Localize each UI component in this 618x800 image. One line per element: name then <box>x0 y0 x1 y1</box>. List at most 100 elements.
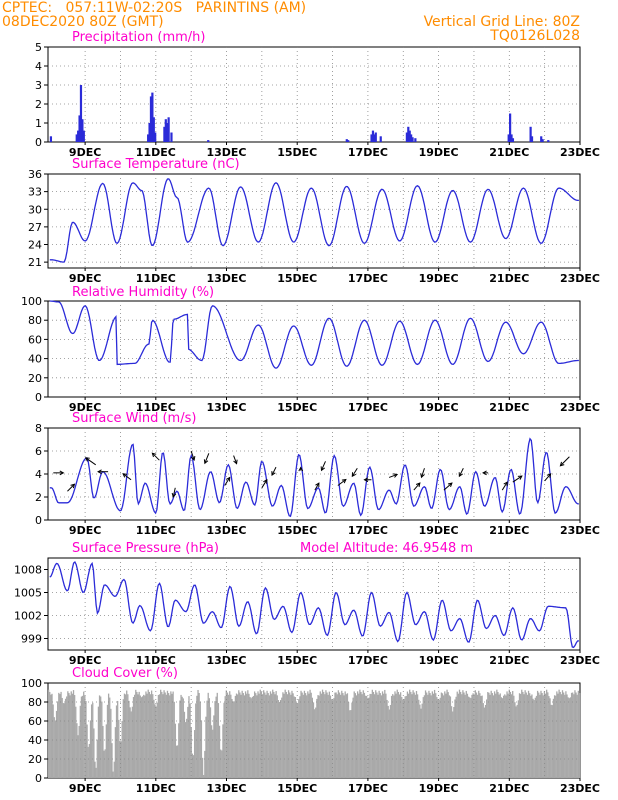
y-tick-label: 27 <box>28 221 42 234</box>
cloud-cover-bar <box>155 706 157 778</box>
cloud-cover-bar <box>476 694 479 778</box>
cloud-cover-bar <box>270 693 273 778</box>
x-tick-label: 23DEC <box>560 272 600 285</box>
cloud-cover-bar <box>143 694 145 778</box>
cloud-cover-bar <box>427 694 429 778</box>
cloud-cover-bar <box>422 697 424 778</box>
cloud-cover-bar <box>565 691 567 778</box>
cloud-cover-bar <box>135 689 137 778</box>
cloud-cover-bar <box>495 693 497 778</box>
x-tick-label: 21DEC <box>489 654 529 667</box>
cloud-cover-bar <box>120 741 122 778</box>
wind-arrow <box>67 483 75 492</box>
cloud-cover-bar <box>88 743 91 778</box>
cloud-cover-bar <box>375 690 377 778</box>
cloud-cover-bar <box>532 698 534 778</box>
cloud-cover-bar <box>435 693 437 778</box>
cloud-cover-bar <box>103 750 105 778</box>
cloud-cover-bar <box>509 691 512 778</box>
cloud-cover-bar <box>222 724 224 778</box>
cloud-cover-bar <box>50 694 52 778</box>
cloud-cover-bar <box>214 701 216 778</box>
cloud-cover-bar <box>371 689 373 778</box>
cloud-cover-bar <box>68 693 70 778</box>
cloud-cover-bar <box>359 689 361 778</box>
cloud-cover-bar <box>415 690 418 778</box>
cloud-cover-bar <box>205 716 207 778</box>
x-tick-label: 17DEC <box>348 654 388 667</box>
cloud-cover-bar <box>93 728 95 778</box>
precipitation-bar <box>345 139 348 142</box>
cloud-cover-bar <box>207 692 209 778</box>
cloud-cover-bar <box>106 704 109 778</box>
cloud-cover-bar <box>267 693 269 778</box>
cloud-cover-bar <box>557 693 559 778</box>
cloud-cover-bar <box>346 693 349 778</box>
cloud-cover-bar <box>496 689 498 778</box>
wind-arrow-head <box>517 475 523 480</box>
cloud-cover-bar <box>236 694 239 778</box>
cloud-cover-bar <box>455 696 457 778</box>
cloud-cover-bar <box>54 720 57 778</box>
cloud-cover-bar <box>128 700 130 778</box>
y-tick-label: 0 <box>35 514 42 527</box>
x-tick-label: 9DEC <box>69 272 101 285</box>
cloud-cover-bar <box>457 693 460 778</box>
x-tick-label: 11DEC <box>136 146 176 159</box>
cloud-cover-bar <box>370 694 372 778</box>
precipitation-bar <box>511 138 515 142</box>
precipitation-bar <box>408 130 411 142</box>
y-tick-label: 5 <box>35 41 42 54</box>
cloud-cover-bar <box>559 691 561 778</box>
cloud-cover-bar <box>529 693 531 778</box>
cloud-cover-bar <box>574 690 576 778</box>
wind-arrow <box>321 461 326 471</box>
wind-arrow <box>314 482 320 491</box>
cloud-cover-bar <box>66 696 68 778</box>
wind-arrow-head <box>341 478 347 484</box>
cloud-cover-bar <box>316 698 318 778</box>
x-tick-label: 21DEC <box>489 401 529 414</box>
cloud-cover-bar <box>231 698 233 778</box>
precipitation-bar <box>510 134 513 142</box>
cloud-cover-bar <box>436 697 438 778</box>
cloud-cover-bar <box>384 689 386 778</box>
cloud-cover-bar <box>350 710 352 778</box>
panel-frame-3 <box>47 300 581 398</box>
cloud-cover-bar <box>474 690 476 778</box>
cloud-cover-bar <box>243 695 246 778</box>
cloud-cover-bar <box>285 691 287 778</box>
cloud-cover-bar <box>484 704 487 778</box>
cloud-cover-bar <box>466 693 469 778</box>
cloud-cover-bar <box>533 700 535 778</box>
cloud-cover-bar <box>282 692 284 778</box>
wind-arrow-head <box>351 472 357 478</box>
precipitation-bar <box>49 136 53 142</box>
cloud-cover-bar <box>486 699 488 778</box>
cloud-cover-bar <box>355 695 358 778</box>
cloud-cover-bar <box>527 690 530 778</box>
cloud-cover-bar <box>77 735 79 778</box>
cloud-cover-bar <box>573 694 575 778</box>
cloud-cover-bar <box>229 691 231 778</box>
cloud-cover-bar <box>312 702 315 778</box>
panel-title: Cloud Cover (%) <box>72 666 178 681</box>
cloud-cover-bar <box>182 698 184 778</box>
wind-arrow-head <box>298 466 304 472</box>
cloud-cover-bar <box>81 695 84 778</box>
cloud-cover-bar <box>414 694 417 778</box>
cloud-cover-bar <box>464 694 466 778</box>
cloud-cover-bar <box>387 705 389 778</box>
x-tick-label: 19DEC <box>419 782 459 795</box>
cloud-cover-bar <box>114 727 117 778</box>
wind-arrow <box>512 475 523 483</box>
precipitation-bar <box>371 130 375 142</box>
wind-arrow <box>337 479 347 486</box>
x-tick-label: 11DEC <box>136 654 176 667</box>
cloud-cover-bar <box>535 695 538 778</box>
cloud-cover-bar <box>522 691 524 778</box>
x-tick-label: 23DEC <box>560 654 600 667</box>
cloud-cover-bar <box>259 689 261 778</box>
cloud-cover-bar <box>181 696 183 778</box>
cloud-cover-bar <box>239 692 241 778</box>
